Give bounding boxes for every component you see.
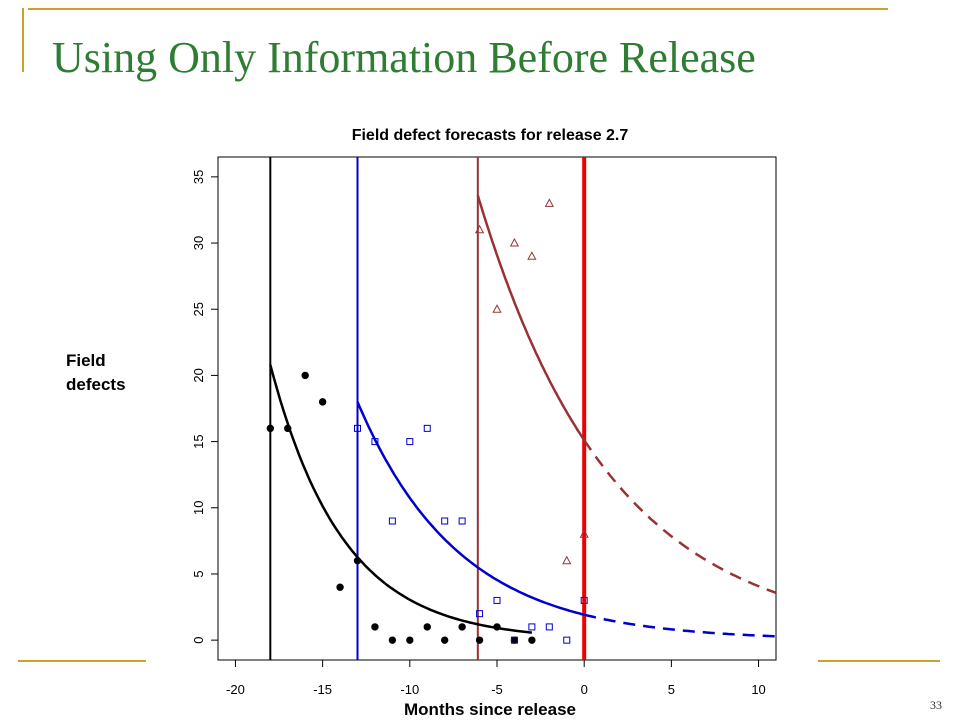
y-tick-label: 35 bbox=[191, 170, 206, 184]
series-2-point bbox=[354, 424, 361, 432]
y-axis-label-line-2: defects bbox=[66, 375, 126, 394]
bottom-rule-right bbox=[818, 660, 940, 662]
x-tick-label: 10 bbox=[751, 682, 765, 697]
series-2-point bbox=[371, 438, 379, 446]
series-1-point bbox=[318, 398, 327, 406]
series-3-point bbox=[579, 529, 589, 538]
series-1-point bbox=[423, 623, 431, 631]
series-2-fit-curve bbox=[356, 401, 585, 616]
y-tick-label: 25 bbox=[191, 302, 206, 316]
series-1-point bbox=[284, 424, 292, 433]
y-axis-label: Field defects bbox=[66, 351, 126, 394]
page-number: 33 bbox=[930, 698, 942, 712]
series-3-forecast-curve bbox=[583, 439, 777, 594]
x-tick-label: -10 bbox=[400, 682, 419, 697]
series-2-point bbox=[528, 623, 536, 631]
series-1-point bbox=[493, 623, 501, 631]
x-tick-label: 5 bbox=[668, 682, 675, 697]
series-1-point bbox=[510, 636, 519, 644]
series-2-point bbox=[510, 636, 518, 644]
series-3-point bbox=[474, 224, 485, 234]
series-3-fit-curve bbox=[476, 195, 586, 441]
series-2-point bbox=[423, 424, 431, 432]
series-1-point bbox=[336, 583, 344, 591]
series-1-point bbox=[301, 371, 309, 380]
series-2-point bbox=[580, 596, 588, 604]
series-2-point bbox=[406, 438, 414, 446]
top-rule bbox=[28, 8, 888, 10]
y-tick-label: 15 bbox=[191, 434, 206, 448]
series-2-point bbox=[545, 623, 553, 631]
x-tick-label: -5 bbox=[491, 682, 503, 697]
series-3-point bbox=[562, 555, 572, 565]
bottom-rule-left bbox=[18, 660, 146, 662]
series-1-point bbox=[266, 424, 275, 433]
series-1-point bbox=[388, 636, 397, 644]
series-1-point bbox=[458, 623, 466, 631]
plot-frame bbox=[217, 156, 777, 661]
left-rule bbox=[22, 8, 24, 72]
y-tick-label: 10 bbox=[191, 501, 206, 515]
series-2-point bbox=[441, 517, 449, 525]
series-1-fit-curve bbox=[269, 364, 533, 634]
y-tick-label: 30 bbox=[191, 236, 206, 250]
y-axis-label-line-1: Field bbox=[66, 351, 106, 370]
x-tick-label: 0 bbox=[581, 682, 588, 697]
series-1-point bbox=[406, 636, 414, 644]
series-1-point bbox=[528, 636, 536, 644]
y-tick-label: 5 bbox=[191, 570, 206, 577]
series-2-forecast-curve bbox=[583, 613, 777, 638]
series-2-point bbox=[388, 517, 396, 525]
y-tick-label: 0 bbox=[191, 637, 206, 644]
series-2-point bbox=[563, 636, 571, 644]
series-1-point bbox=[440, 636, 449, 644]
series-1-point bbox=[353, 557, 362, 565]
slide-title: Using Only Information Before Release bbox=[52, 33, 756, 82]
x-axis-label: Months since release bbox=[404, 700, 576, 719]
series-1-point bbox=[371, 623, 379, 631]
series-3-point bbox=[544, 198, 554, 207]
series-2-point bbox=[476, 610, 484, 618]
series-3-point bbox=[492, 304, 502, 313]
x-tick-label: -15 bbox=[313, 682, 332, 697]
series-3-point bbox=[527, 251, 537, 260]
series-3-point bbox=[509, 237, 520, 247]
series-2-point bbox=[493, 596, 501, 604]
chart-title: Field defect forecasts for release 2.7 bbox=[352, 127, 629, 144]
y-tick-label: 20 bbox=[191, 368, 206, 382]
series-1-point bbox=[475, 636, 484, 644]
series-2-point bbox=[458, 517, 466, 525]
x-tick-label: -20 bbox=[226, 682, 245, 697]
